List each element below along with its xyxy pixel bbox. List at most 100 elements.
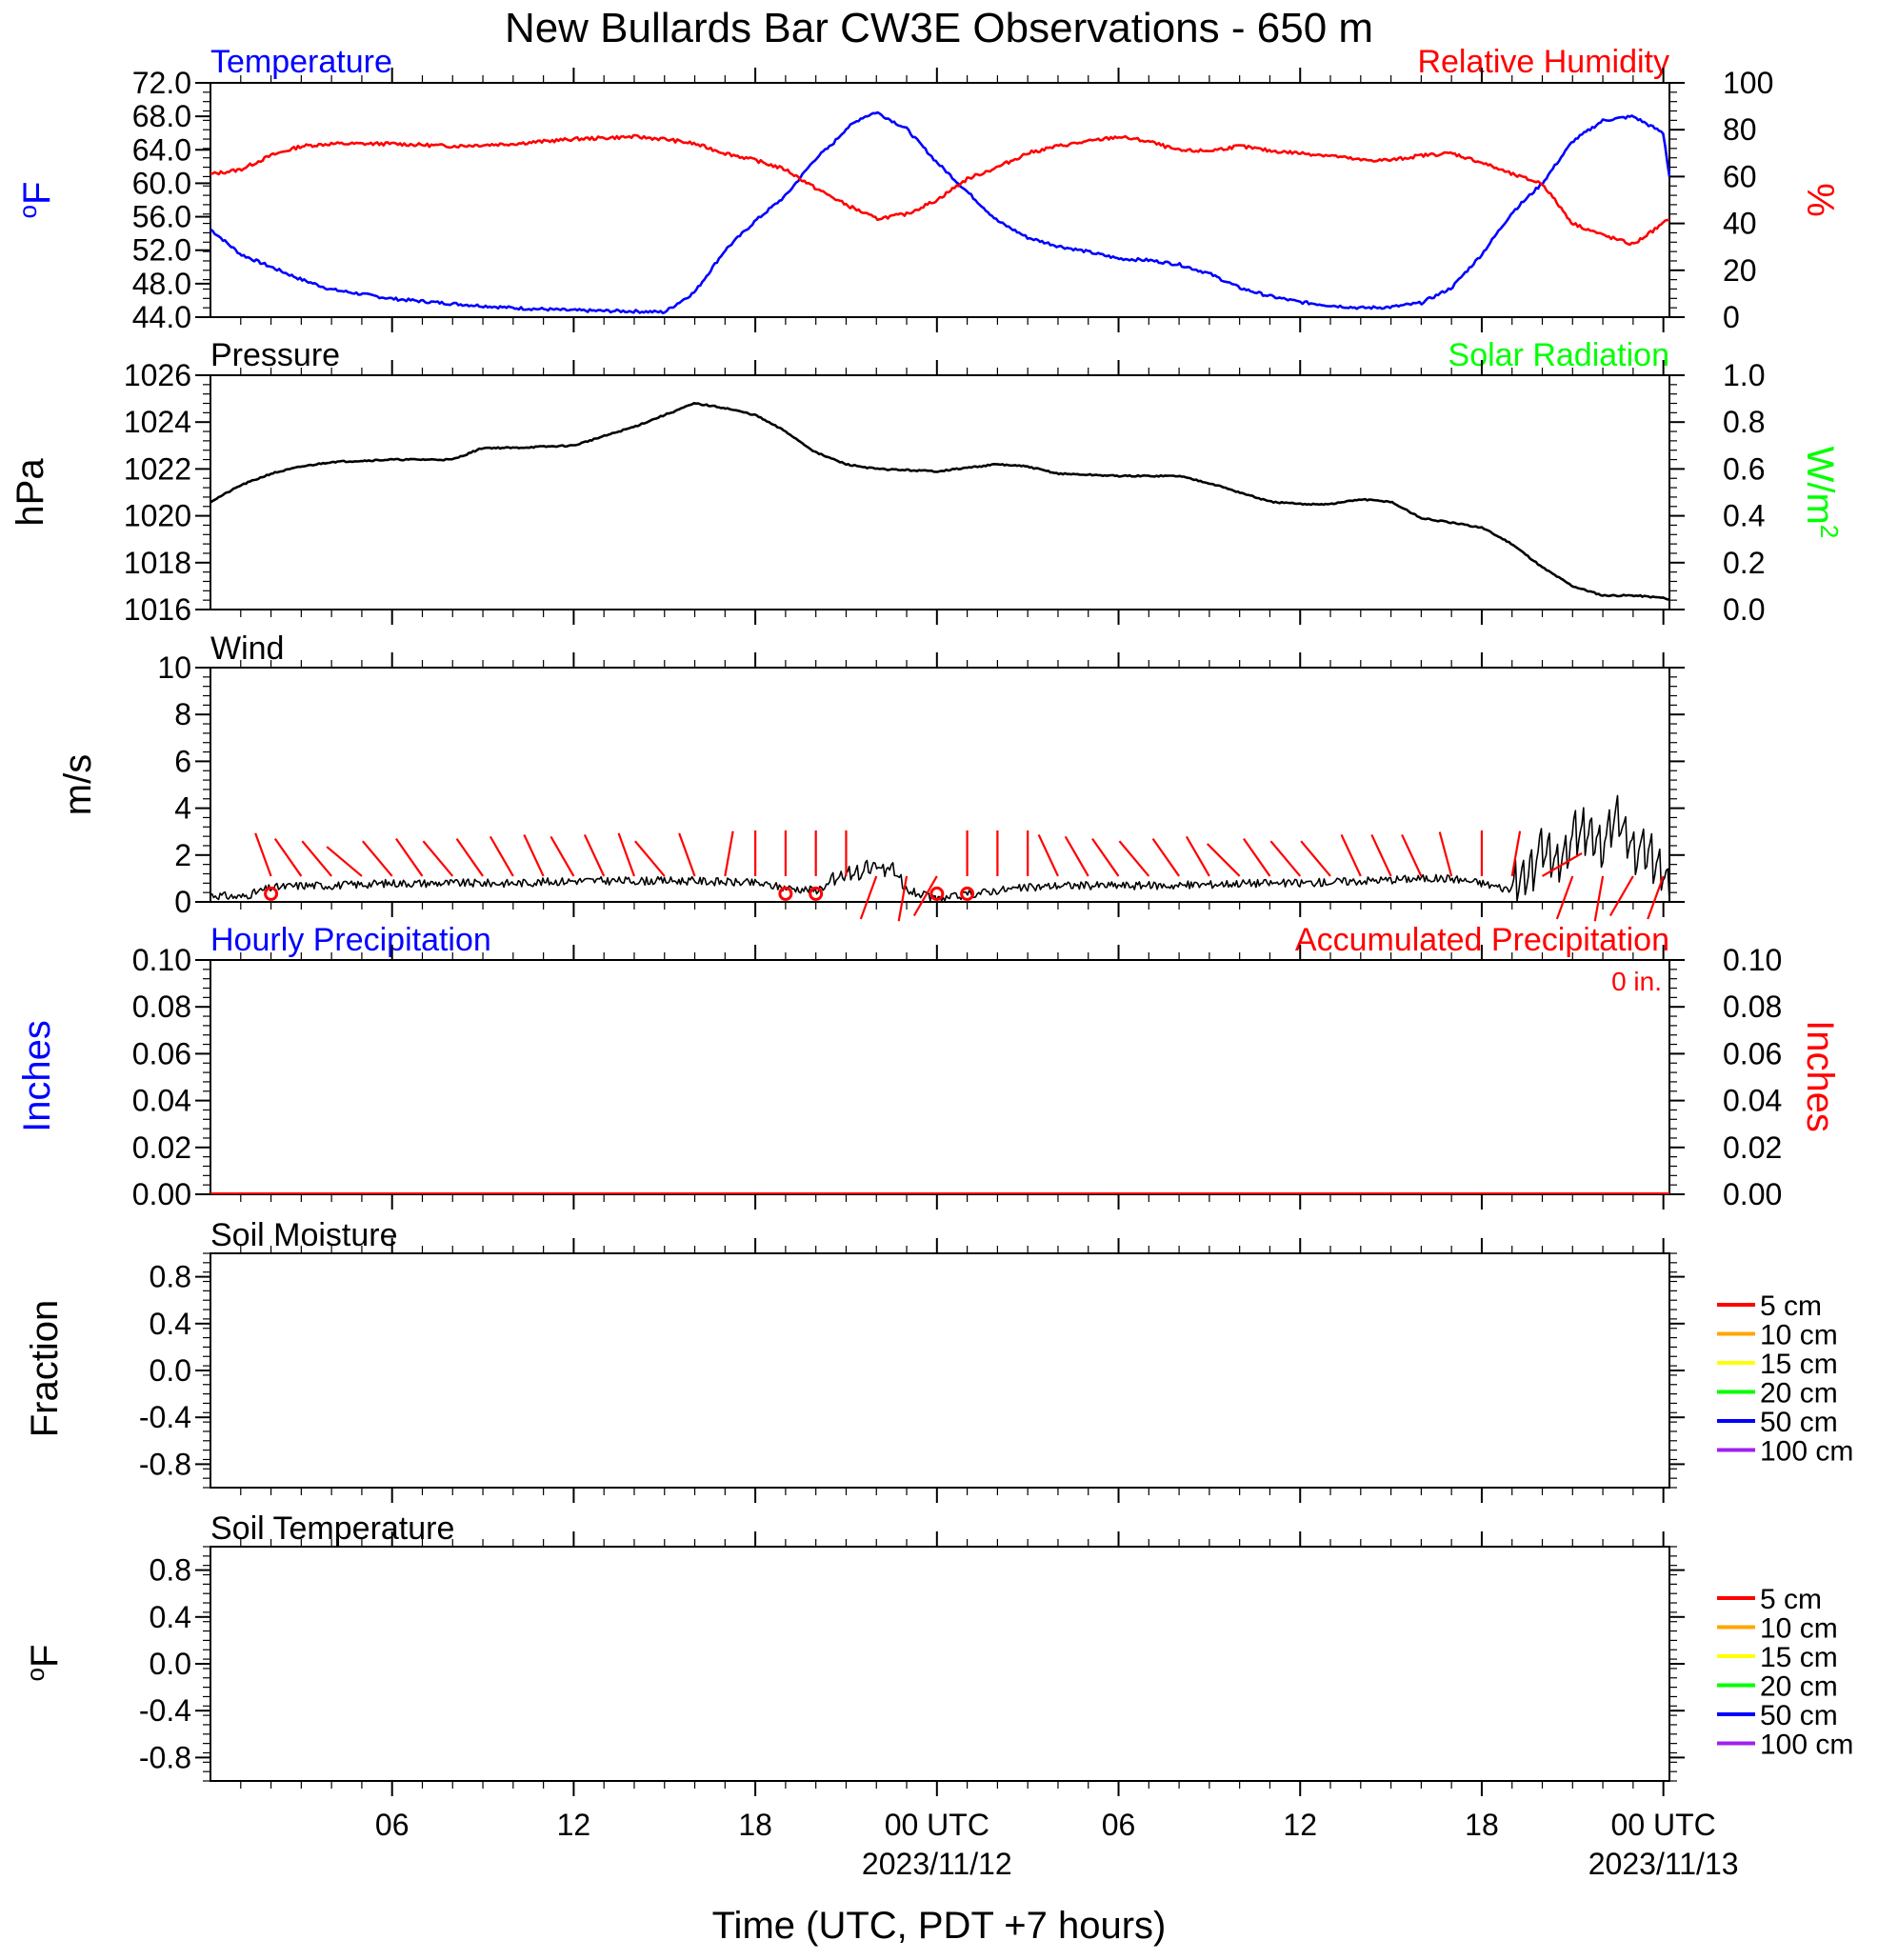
panel-temperature: Temperature Relative Humidity oF % 44.04… (13, 44, 1841, 334)
panel-precipitation: Hourly Precipitation Accumulated Precipi… (16, 922, 1841, 1211)
wind-barb (273, 837, 303, 877)
y-tick-label-right: 100 (1723, 66, 1773, 100)
wind-barb (1243, 837, 1271, 877)
wind-barb (1340, 833, 1362, 877)
y-tick-label: 0.8 (150, 1553, 191, 1588)
wind-barb (523, 833, 545, 877)
y-tick-label-right: 1.0 (1723, 358, 1765, 392)
soil-temperature-ylabel: oF (21, 1645, 66, 1682)
y-tick-label-right: 0.0 (1723, 592, 1765, 627)
soil-legend-label: 20 cm (1760, 1378, 1838, 1410)
x-tick-date-label: 2023/11/13 (1588, 1847, 1739, 1881)
soil-legend-label: 15 cm (1760, 1642, 1838, 1673)
solar-title: Solar Radiation (1448, 337, 1669, 373)
y-tick-label-right: 0 (1723, 300, 1740, 334)
y-tick-label: 68.0 (132, 99, 191, 133)
y-tick-label-right: 60 (1723, 159, 1757, 193)
wind-barb (859, 875, 878, 920)
soil-moisture-ylabel: Fraction (24, 1300, 66, 1438)
x-tick-label: 18 (738, 1808, 772, 1842)
x-tick-label: 12 (1283, 1808, 1317, 1842)
wind-barb (1593, 875, 1605, 922)
plot-frame (210, 82, 1670, 318)
panel-pressure: Pressure Solar Radiation hPa W/m2 1016 10… (10, 337, 1844, 627)
wind-barb (897, 875, 909, 922)
y-tick-label: 0.4 (150, 1307, 191, 1341)
wind-barb (583, 833, 606, 877)
soil-legend-label: 15 cm (1760, 1349, 1838, 1380)
wind-barb (1510, 830, 1522, 877)
wind-barb (326, 846, 363, 877)
plot-frame (210, 667, 1670, 903)
wind-barb (634, 840, 666, 877)
y-tick-label: 48.0 (132, 267, 191, 301)
wind-barb (724, 830, 734, 877)
wind-barb (1206, 843, 1241, 877)
x-tick-label: 00 UTC (885, 1808, 989, 1842)
soil-moisture-title: Soil Moisture (210, 1217, 398, 1253)
wind-barb (1118, 840, 1150, 877)
soil-legend-label: 20 cm (1760, 1671, 1838, 1703)
wind-barb (678, 832, 696, 877)
wind-barb (422, 840, 454, 877)
pressure-line (210, 402, 1670, 601)
y-tick-label: 10 (157, 650, 191, 685)
wind-ylabel: m/s (57, 754, 99, 815)
wind-barb (1541, 851, 1583, 877)
wind-barb (362, 840, 393, 877)
soil-legend-label: 10 cm (1760, 1320, 1838, 1351)
y-tick-label: 2 (174, 838, 191, 872)
wind-barb (1438, 831, 1453, 877)
y-tick-label-right: 0.08 (1723, 990, 1782, 1024)
y-tick-label: -0.8 (139, 1740, 191, 1774)
y-tick-label-right: 40 (1723, 207, 1757, 241)
solar-ylabel: W/m2 (1799, 447, 1844, 539)
y-tick-label: 6 (174, 744, 191, 778)
wind-barb (1401, 833, 1423, 877)
plot-frame (210, 1252, 1670, 1489)
figure-title: New Bullards Bar CW3E Observations - 650… (505, 5, 1373, 51)
wind-barb (1370, 833, 1392, 877)
y-tick-label-right: 0.00 (1723, 1177, 1782, 1211)
plot-frame (210, 1546, 1670, 1782)
y-tick-label: 0.08 (132, 990, 191, 1024)
y-tick-label: 1018 (124, 546, 191, 580)
y-tick-label: 8 (174, 697, 191, 731)
x-tick-date-label: 2023/11/12 (862, 1847, 1012, 1881)
y-tick-label-right: 0.4 (1723, 499, 1765, 533)
y-tick-label: 0 (174, 885, 191, 919)
precip-ylabel-right: Inches (1799, 1020, 1841, 1132)
y-tick-label: 0.0 (150, 1647, 191, 1681)
wind-barb (1151, 837, 1180, 877)
temperature-ylabel: oF (13, 182, 58, 219)
y-tick-label-right: 0.8 (1723, 405, 1765, 439)
wind-barb (1269, 840, 1302, 877)
wind-barb (455, 837, 484, 877)
x-tick-label: 18 (1465, 1808, 1499, 1842)
calm-wind-marker (264, 886, 279, 901)
pressure-ylabel: hPa (10, 458, 51, 527)
calm-wind-marker (929, 886, 945, 901)
soil-legend-label: 100 cm (1760, 1730, 1853, 1761)
y-tick-label-right: 0.10 (1723, 943, 1782, 977)
humidity-ylabel: % (1799, 183, 1841, 217)
calm-wind-marker (809, 886, 824, 901)
y-tick-label: 1024 (124, 405, 191, 439)
wind-barb (395, 837, 424, 877)
x-tick-label: 12 (557, 1808, 591, 1842)
wind-barb (1064, 835, 1089, 877)
y-tick-label: 56.0 (132, 200, 191, 234)
y-tick-label: 1016 (124, 592, 191, 627)
y-tick-label: 1026 (124, 358, 191, 392)
wind-barb (1555, 875, 1574, 920)
wind-barb (912, 875, 938, 917)
wind-barb (301, 840, 332, 877)
precip-ylabel-left: Inches (16, 1020, 58, 1132)
calm-wind-marker (778, 886, 793, 901)
panel-soil-temperature: Soil Temperature oF -0.8 -0.4 0.0 0.4 0.8 5 c… (21, 1510, 1853, 1796)
soil-legend-label: 5 cm (1760, 1290, 1822, 1322)
wind-barb (1608, 875, 1634, 917)
y-tick-label: 60.0 (132, 166, 191, 200)
